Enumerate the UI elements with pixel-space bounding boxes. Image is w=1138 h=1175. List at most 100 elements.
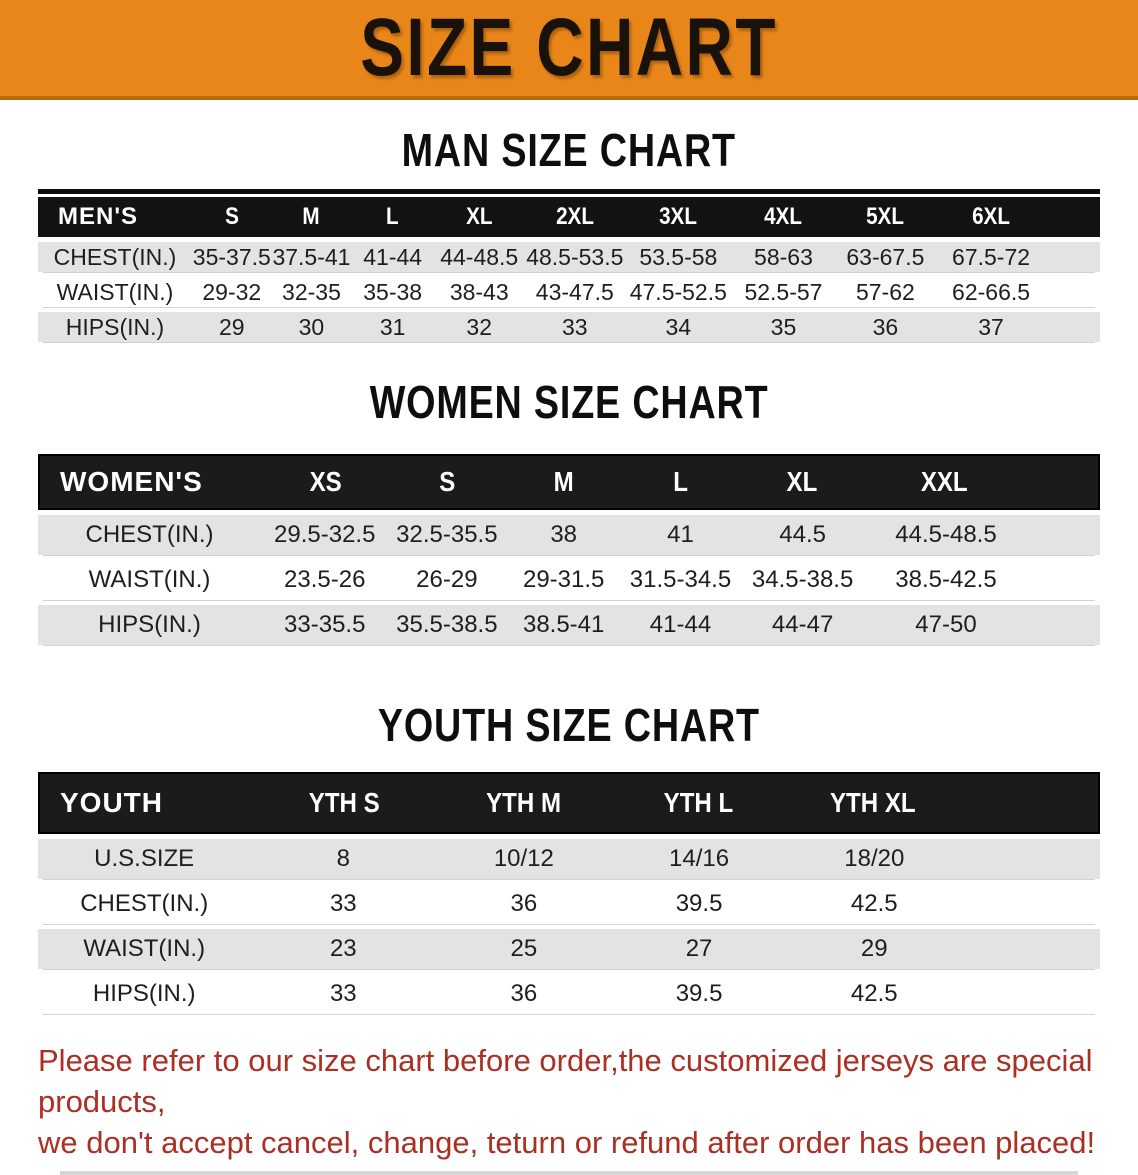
size-value-cell: 36: [510, 980, 538, 1007]
size-value-cell: 42.5: [850, 980, 898, 1007]
size-value-cell: 52.5-57: [744, 278, 823, 305]
men-size-table: MEN'S S M L XL 2XL 3XL 4XL 5XL 6XL CHEST(IN.) 35-37…: [38, 189, 1100, 342]
size-value-cell: 38-43: [449, 278, 509, 305]
size-value-cell: 35-37.5: [192, 243, 271, 270]
size-value-cell: 38: [550, 521, 578, 548]
size-value-cell: 41: [667, 521, 694, 548]
size-value-cell: 29: [219, 313, 245, 340]
size-value-cell: 41-44: [649, 611, 712, 638]
size-value-cell: 44.5: [779, 521, 826, 548]
man-size-chart-heading: MAN SIZE CHART: [401, 124, 737, 176]
size-column-header: L: [386, 203, 399, 230]
size-column-header: XXL: [921, 466, 968, 497]
order-notice: Please refer to our size chart before or…: [38, 1040, 1100, 1163]
size-column-header: YTH XL: [830, 787, 916, 818]
size-column-header: XL: [466, 203, 493, 230]
size-column-header: S: [224, 203, 239, 230]
size-value-cell: 41-44: [363, 243, 423, 270]
size-table-header-row: MEN'S S M L XL 2XL 3XL 4XL 5XL 6XL: [38, 197, 1100, 237]
table-row: CHEST(IN.) 29.5-32.5 32.5-35.5 38 41 44.5 44.5…: [38, 515, 1100, 555]
size-column-header: YTH M: [486, 787, 562, 818]
size-value-cell: 10/12: [493, 845, 554, 872]
corner-label: YOUTH: [60, 787, 163, 818]
size-column-header: XS: [309, 466, 342, 497]
size-table-header-row: YOUTH YTH S YTH M YTH L YTH XL: [38, 772, 1100, 834]
size-value-cell: 27: [685, 935, 713, 962]
size-value-cell: 23: [329, 935, 357, 962]
size-table-header-row: WOMEN'S XS S M L XL XXL: [38, 454, 1100, 510]
corner-label: MEN'S: [58, 203, 139, 230]
size-value-cell: 29-31.5: [522, 566, 605, 593]
size-value-cell: 36: [872, 313, 899, 340]
size-value-cell: 29-32: [202, 278, 262, 305]
size-column-header: 6XL: [972, 203, 1010, 230]
size-value-cell: 34.5-38.5: [751, 566, 854, 593]
row-label: CHEST(IN.): [80, 890, 209, 917]
youth-size-table: YOUTH YTH S YTH M YTH L YTH XL U.S.SIZE 8 10/12…: [38, 772, 1100, 1014]
women-size-chart-heading: WOMEN SIZE CHART: [369, 376, 769, 428]
size-value-cell: 23.5-26: [284, 566, 366, 593]
size-value-cell: 57-62: [855, 278, 915, 305]
table-top-rule: [38, 189, 1100, 194]
size-value-cell: 35: [770, 313, 797, 340]
size-column-header: YTH L: [663, 787, 734, 818]
size-value-cell: 44-48.5: [440, 243, 519, 270]
order-notice-line2: we don't accept cancel, change, teturn o…: [38, 1125, 1096, 1160]
table-row: U.S.SIZE 8 10/12 14/16 18/20: [38, 839, 1100, 879]
size-column-header: 2XL: [555, 203, 594, 230]
row-label: CHEST(IN.): [53, 243, 177, 270]
table-row: WAIST(IN.) 23 25 27 29: [38, 929, 1100, 969]
row-label: U.S.SIZE: [94, 845, 195, 872]
size-column-header: M: [302, 203, 321, 230]
size-chart-banner: SIZE CHART: [0, 0, 1138, 100]
size-value-cell: 31.5-34.5: [629, 566, 732, 593]
size-value-cell: 34: [665, 313, 692, 340]
size-value-cell: 38.5-41: [522, 611, 605, 638]
row-label: CHEST(IN.): [85, 521, 214, 548]
size-value-cell: 37: [978, 313, 1004, 340]
size-value-cell: 18/20: [844, 845, 905, 872]
size-value-cell: 42.5: [850, 890, 898, 917]
size-column-header: L: [672, 466, 688, 497]
size-value-cell: 58-63: [754, 243, 813, 270]
size-value-cell: 39.5: [675, 980, 723, 1007]
size-column-header: M: [553, 466, 574, 497]
table-row: CHEST(IN.) 33 36 39.5 42.5: [38, 884, 1100, 924]
row-label: HIPS(IN.): [92, 980, 196, 1007]
size-value-cell: 33: [562, 313, 588, 340]
order-notice-line1: Please refer to our size chart before or…: [38, 1043, 1093, 1119]
size-value-cell: 47-50: [915, 611, 977, 638]
size-value-cell: 33-35.5: [284, 611, 366, 638]
size-column-header: YTH S: [308, 787, 380, 818]
size-value-cell: 47.5-52.5: [629, 278, 727, 305]
size-column-header: 5XL: [866, 203, 905, 230]
size-value-cell: 25: [510, 935, 538, 962]
size-value-cell: 37.5-41: [272, 243, 351, 270]
size-value-cell: 53.5-58: [639, 243, 718, 270]
size-value-cell: 48.5-53.5: [526, 243, 624, 270]
table-row: WAIST(IN.) 29-32 32-35 35-38 38-43 43-47.5 47.…: [38, 277, 1100, 307]
row-label: HIPS(IN.): [98, 611, 201, 638]
size-value-cell: 32-35: [282, 278, 341, 305]
size-value-cell: 67.5-72: [952, 243, 1031, 270]
table-row: HIPS(IN.) 29 30 31 32 33 34 35 36 37: [38, 312, 1100, 342]
table-row: CHEST(IN.) 35-37.5 37.5-41 41-44 44-48.5 48.5…: [38, 242, 1100, 272]
size-value-cell: 31: [379, 313, 406, 340]
row-label: HIPS(IN.): [65, 313, 165, 340]
size-value-cell: 32.5-35.5: [396, 521, 498, 548]
row-label: WAIST(IN.): [83, 935, 206, 962]
size-value-cell: 38.5-42.5: [895, 566, 997, 593]
size-column-header: 4XL: [764, 203, 803, 230]
women-size-table: WOMEN'S XS S M L XL XXL CHEST(IN.) 29.5-32.5 32.5…: [38, 454, 1100, 645]
size-value-cell: 32: [466, 313, 493, 340]
table-row: HIPS(IN.) 33-35.5 35.5-38.5 38.5-41 41-44 44-…: [38, 605, 1100, 645]
size-value-cell: 43-47.5: [535, 278, 614, 305]
size-value-cell: 63-67.5: [846, 243, 925, 270]
size-value-cell: 35-38: [363, 278, 423, 305]
size-value-cell: 33: [329, 890, 357, 917]
corner-label: WOMEN'S: [60, 466, 203, 497]
size-value-cell: 36: [510, 890, 538, 917]
size-value-cell: 35.5-38.5: [396, 611, 498, 638]
size-value-cell: 44-47: [771, 611, 834, 638]
bottom-edge-shadow: [60, 1171, 1078, 1175]
